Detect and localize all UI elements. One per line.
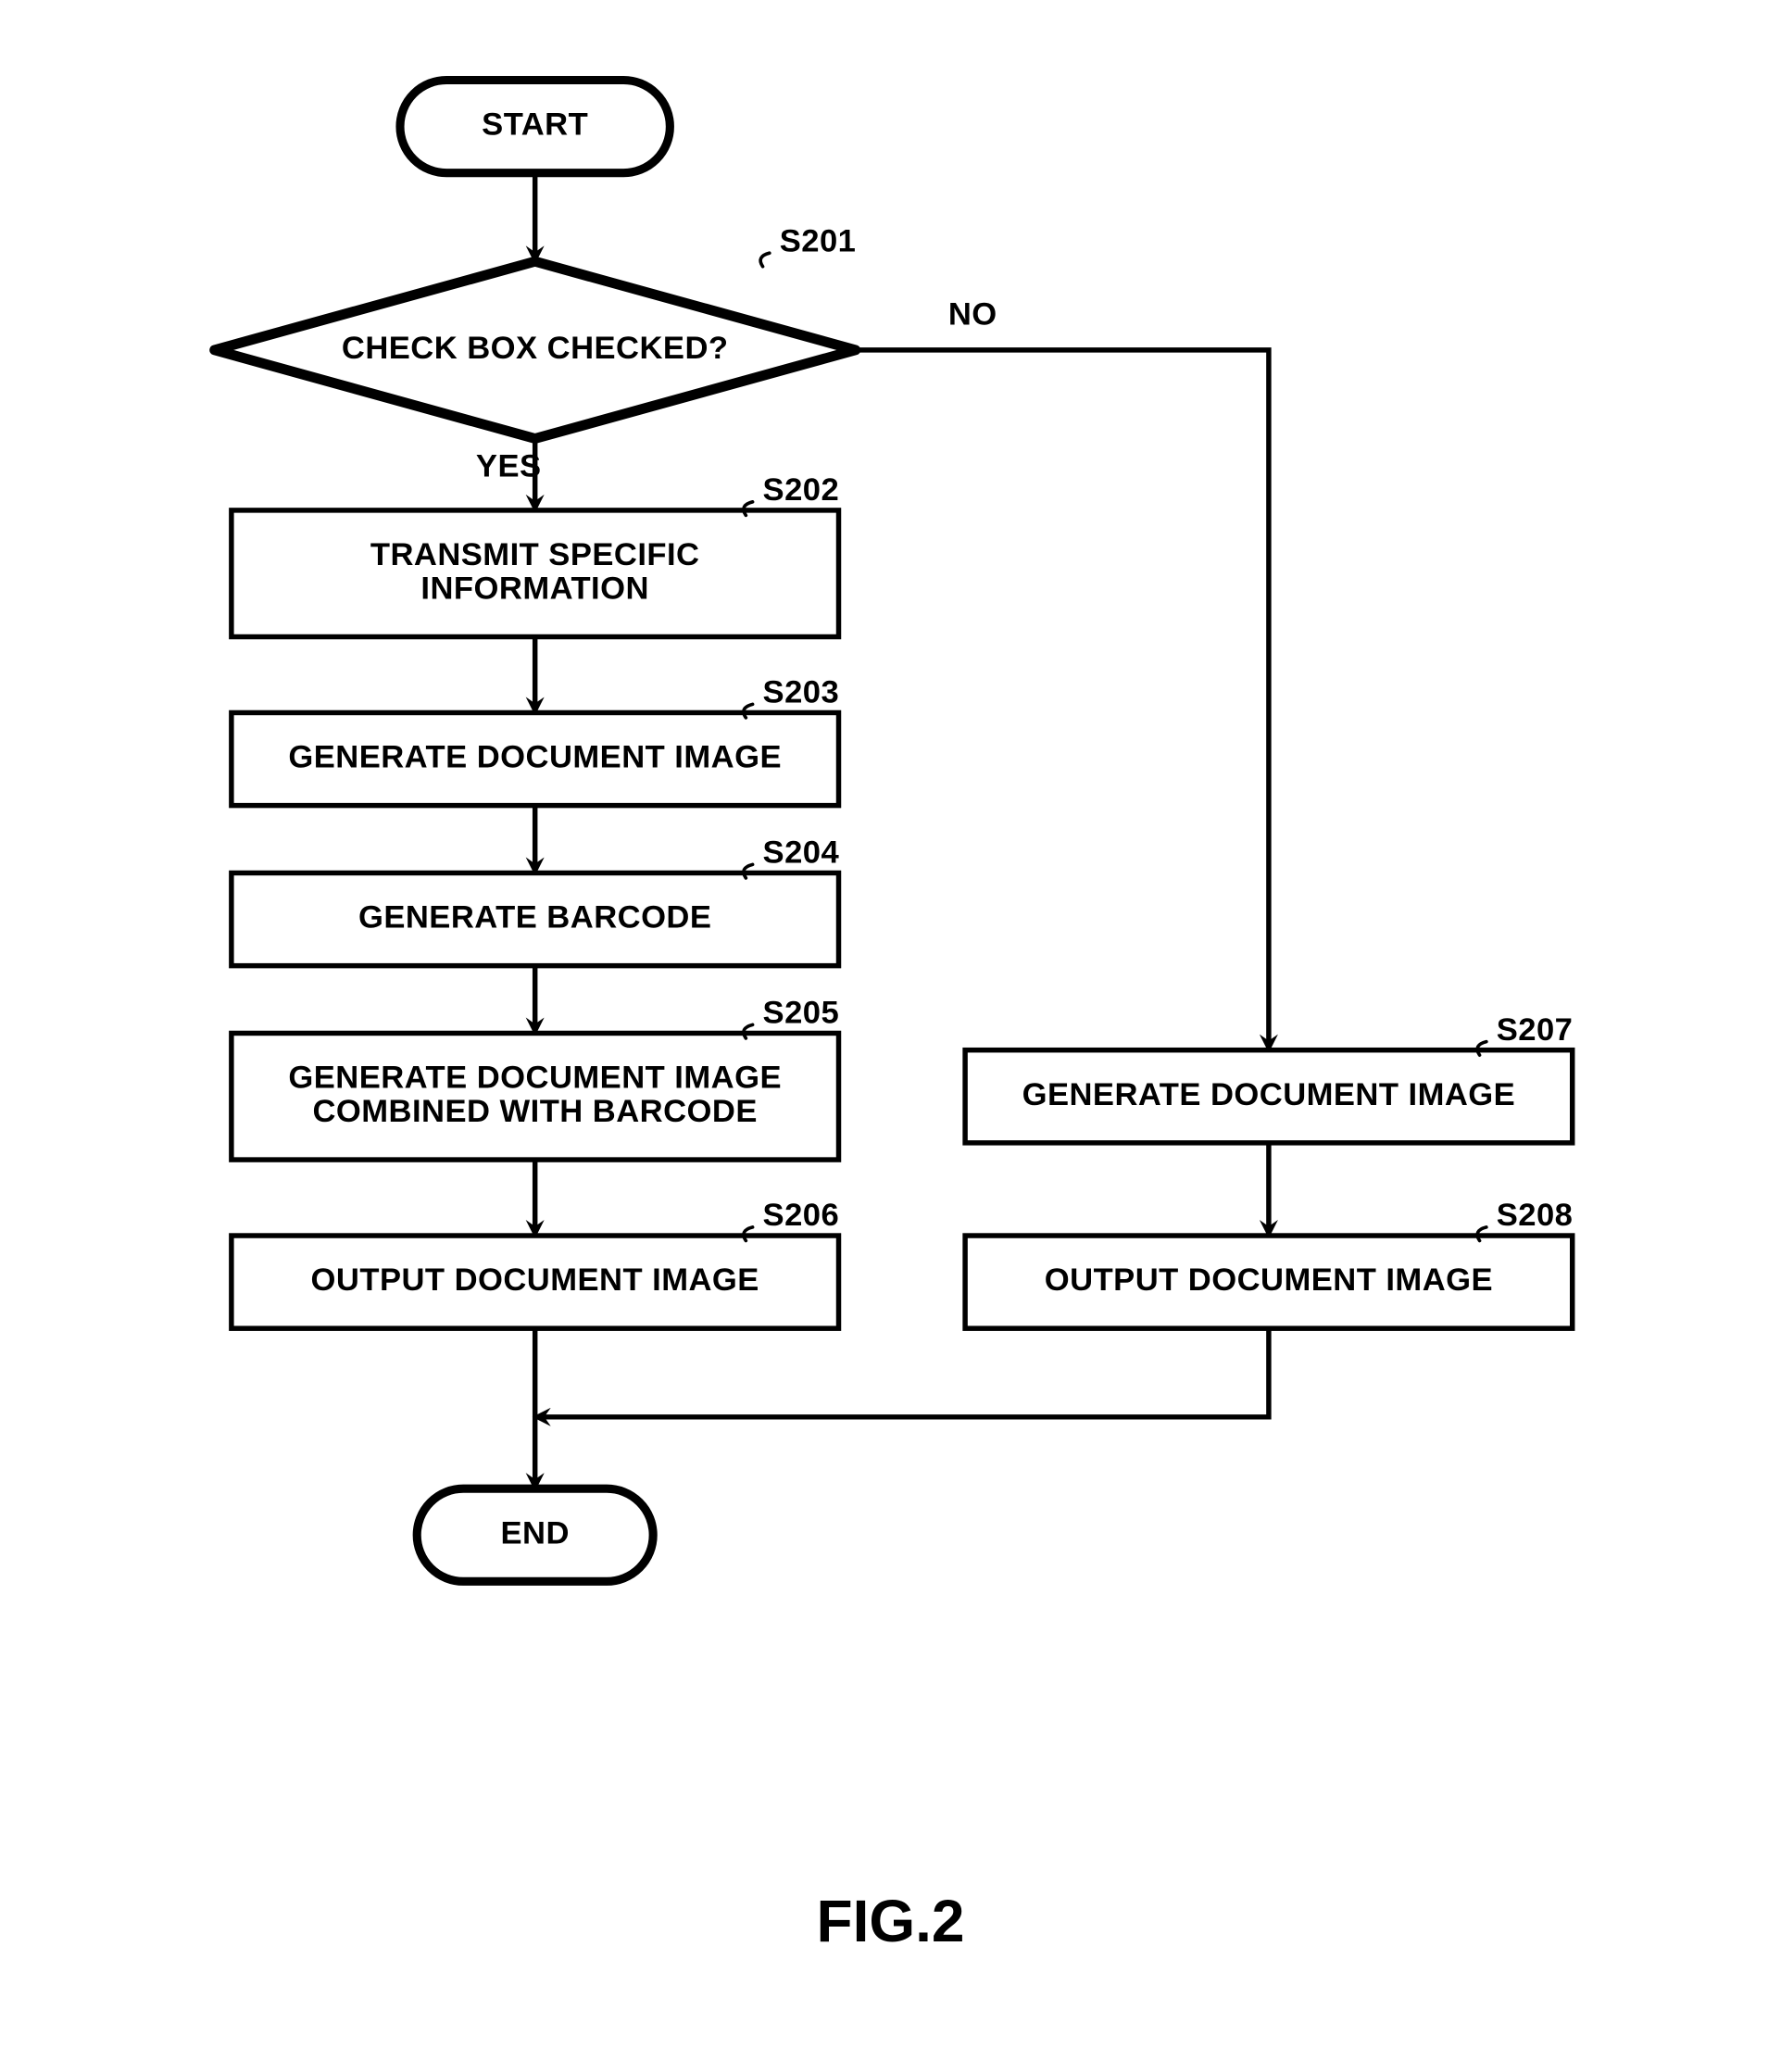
- node-label: TRANSMIT SPECIFIC: [370, 537, 700, 572]
- step-ref: S205: [763, 996, 840, 1031]
- node-label: GENERATE DOCUMENT IMAGE: [288, 740, 782, 775]
- step-ref: S208: [1497, 1198, 1574, 1233]
- flow-node-start: START: [400, 81, 670, 173]
- node-label: OUTPUT DOCUMENT IMAGE: [311, 1262, 759, 1298]
- flowchart-canvas: YES NO START CHECK BOX CHECKED? S201 TRANSMIT…: [0, 0, 1781, 1887]
- node-label: GENERATE BARCODE: [358, 900, 711, 936]
- node-label: GENERATE DOCUMENT IMAGE: [1022, 1077, 1516, 1112]
- node-label: OUTPUT DOCUMENT IMAGE: [1045, 1262, 1493, 1298]
- edge-label: YES: [476, 448, 542, 483]
- node-label: COMBINED WITH BARCODE: [312, 1094, 757, 1129]
- node-label: GENERATE DOCUMENT IMAGE: [288, 1061, 782, 1096]
- step-ref: S201: [780, 223, 857, 258]
- flow-edge: [856, 350, 1269, 1050]
- edge-label: NO: [948, 297, 997, 333]
- flow-edge: [535, 1328, 1269, 1417]
- flow-node-end: END: [417, 1488, 653, 1581]
- step-ref: S204: [763, 835, 840, 871]
- node-label: INFORMATION: [420, 571, 648, 607]
- node-label: END: [500, 1515, 569, 1551]
- node-label: START: [482, 107, 588, 143]
- step-ref: S202: [763, 472, 840, 508]
- step-ref: S203: [763, 675, 840, 710]
- step-ref: S207: [1497, 1012, 1574, 1048]
- figure-caption: FIG.2: [816, 1888, 964, 1954]
- step-ref: S206: [763, 1198, 840, 1233]
- node-label: CHECK BOX CHECKED?: [342, 331, 729, 366]
